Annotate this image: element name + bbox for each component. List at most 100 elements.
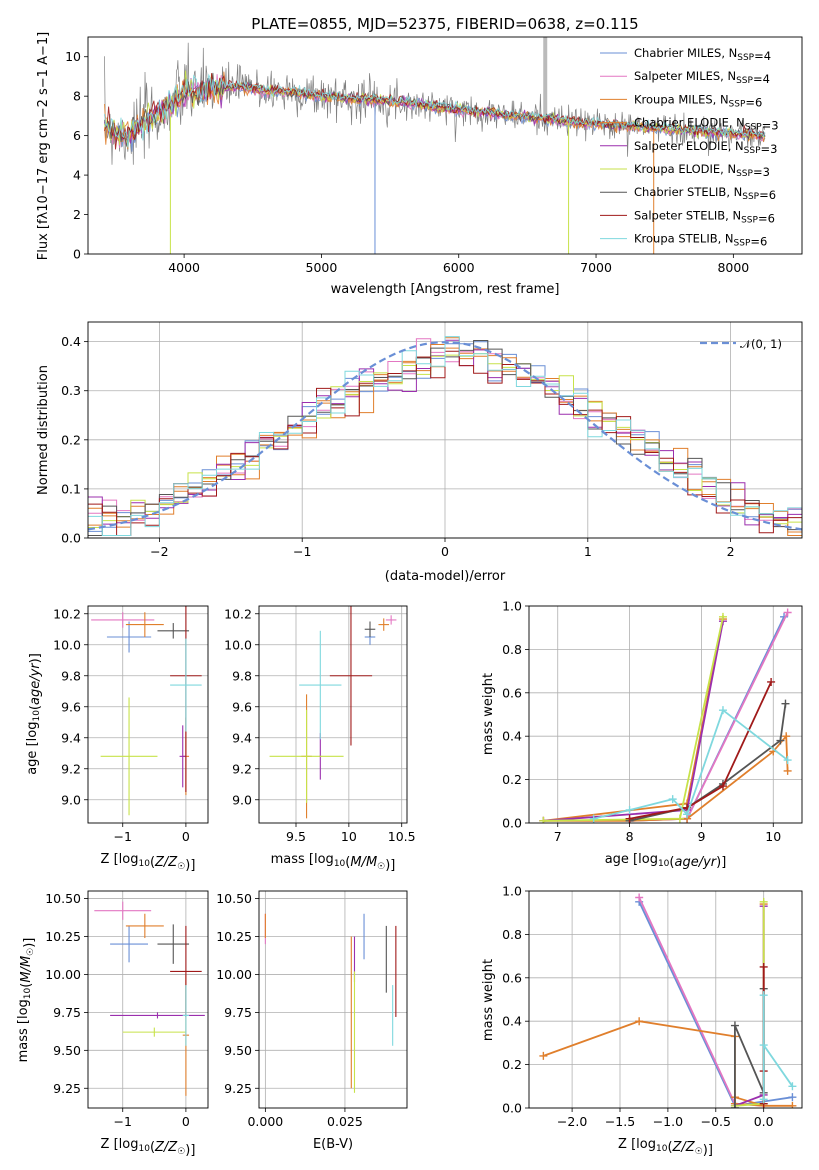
x-tick-label: 6000 (443, 260, 475, 275)
x-tick-label: 8 (626, 829, 634, 844)
weight-marker (718, 706, 727, 715)
weight-marker (759, 1041, 768, 1050)
weight-marker (539, 1051, 548, 1060)
label-part: SSP (734, 239, 751, 249)
y-tick-label: 9.50 (53, 1043, 81, 1058)
weight-marker (788, 1101, 797, 1108)
weight-marker (781, 699, 790, 708)
y-tick-label: 0 (73, 247, 81, 262)
x-tick-label: −1.5 (605, 1114, 635, 1129)
weight-marker (625, 805, 634, 814)
y-tick-label: 0.0 (502, 1101, 522, 1116)
panel-spectrum: 4000 5000 6000 7000 8000 0 2 4 6 8 10 Chabrier MILE… (36, 32, 803, 297)
label-part: ( (19, 983, 34, 988)
x-axis-label: (data-model)/error (385, 569, 506, 584)
label-part: )] (716, 855, 726, 870)
y-tick-label: 4 (73, 168, 81, 183)
x-tick-label: 5000 (306, 260, 338, 275)
label-part: 10 (36, 195, 51, 212)
weight-marker (635, 1017, 644, 1026)
x-tick-label: 2 (727, 544, 735, 559)
figure-title: PLATE=0855, MJD=52375, FIBERID=0638, z=0… (251, 15, 638, 33)
y-tick-label: 0.8 (502, 642, 522, 657)
label-part: )] (22, 938, 37, 948)
label-part: SSP (741, 215, 758, 225)
label-part: ( (150, 1140, 155, 1155)
weight-line (629, 616, 785, 822)
y-axis-label: Flux [fλ10−17 erg cm−2 s−1 A−1] (36, 32, 51, 260)
axes-frame (87, 321, 803, 539)
y-tick-label: 0.6 (502, 685, 522, 700)
label-part: )] (385, 858, 395, 873)
weight-marker (783, 756, 792, 765)
label-part: E(B-V) (313, 1137, 353, 1152)
y-tick-label: 0.0 (61, 531, 81, 546)
weight-line (734, 906, 765, 1107)
y-tick-label: 10.25 (45, 929, 81, 944)
y-axis-label: mass weight (481, 959, 496, 1041)
legend-label: Salpeter STELIB, NSSP=6 (634, 208, 775, 225)
x-tick-label: −1.0 (653, 1114, 683, 1129)
weight-marker (683, 810, 692, 819)
label-part: Z [log (101, 852, 139, 867)
y-axis-label: age [log10(age/yr)] (25, 653, 43, 775)
x-tick-label: −0.5 (701, 1114, 731, 1129)
label-part: Salpeter STELIB, N (634, 208, 741, 222)
weight-marker (675, 814, 684, 823)
legend-label: Kroupa STELIB, NSSP=6 (634, 232, 767, 249)
y-tick-label: 10.50 (216, 891, 252, 906)
y-tick-label: 9.6 (232, 699, 252, 714)
label-part: ( (28, 705, 43, 710)
panel-weight-vs-Z: −2.0 −1.5 −1.0 −0.5 0.0 0.0 0.2 0.4 0.6 0.8 1.0 Z [… (481, 884, 803, 1158)
label-part: SSP (745, 123, 762, 133)
weight-marker (783, 766, 792, 775)
x-axis-label: Z [log10(Z/Z☉)] (618, 1137, 713, 1158)
weight-line (762, 995, 794, 1100)
label-part: =4 (754, 49, 771, 63)
y-tick-label: 9.0 (61, 792, 81, 807)
y-axis-label: mass weight (481, 673, 496, 755)
y-tick-label: 2 (73, 207, 81, 222)
plot-area (94, 901, 205, 1096)
weight-marker (730, 1104, 739, 1108)
weight-marker (589, 814, 598, 823)
label-part: Salpeter ELODIE, N (634, 139, 744, 153)
label-part: age/yr (28, 662, 43, 705)
label-part: ( (667, 1140, 672, 1155)
x-tick-label: 9.5 (286, 829, 306, 844)
weight-marker (788, 1082, 797, 1091)
label-part: ] (36, 32, 51, 37)
x-tick-label: 9 (697, 829, 705, 844)
label-part: ☉ (177, 862, 185, 872)
legend-label: Chabrier ELODIE, NSSP=3 (634, 116, 779, 133)
y-tick-label: 10.0 (53, 637, 81, 652)
axes-frame (258, 890, 408, 1109)
weight-marker (788, 1093, 797, 1102)
label-part: 10 (138, 859, 150, 869)
y-tick-label: 10.2 (224, 606, 252, 621)
label-part: SSP (744, 146, 761, 156)
label-part: )] (28, 653, 43, 663)
label-part: =6 (758, 211, 775, 225)
y-tick-label: 9.25 (53, 1081, 81, 1096)
x-tick-label: −2 (150, 544, 168, 559)
label-part: mass weight (481, 673, 496, 755)
plot-area (539, 893, 797, 1108)
label-part: SSP (736, 169, 753, 179)
x-axis-label: age [log10(age/yr)] (605, 852, 727, 870)
label-part: Z [log (618, 1137, 656, 1152)
axes-frame (528, 890, 803, 1109)
x-tick-label: 10 (765, 829, 781, 844)
label-part: ☉ (26, 948, 36, 956)
label-part: −1 (36, 69, 51, 88)
label-part: =3 (761, 142, 778, 156)
label-part: =3 (753, 165, 770, 179)
label-part: mass [log (271, 852, 334, 867)
x-tick-label: 0.0 (754, 1114, 774, 1129)
axes-frame (87, 890, 209, 1109)
legend-label: Salpeter MILES, NSSP=4 (634, 69, 770, 86)
y-tick-label: 9.8 (61, 668, 81, 683)
label-part: Salpeter MILES, N (634, 69, 736, 83)
weight-marker (759, 1095, 768, 1104)
